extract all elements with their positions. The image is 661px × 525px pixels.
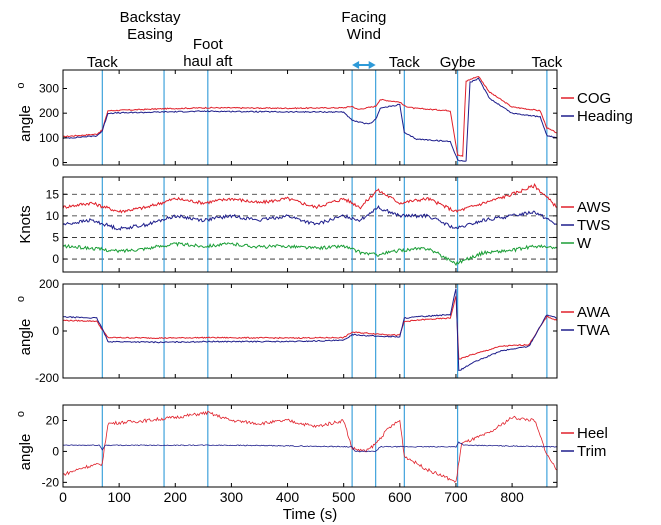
event-label: Wind: [347, 26, 381, 43]
y-axis-label-degree: o: [15, 82, 27, 88]
legend-label: W: [577, 235, 592, 252]
series-trim: [62, 441, 558, 453]
y-tick-label: 0: [52, 252, 59, 266]
arrowhead-left: [352, 61, 360, 69]
event-label: Tack: [87, 54, 118, 71]
y-tick-label: 20: [46, 413, 60, 427]
x-tick-label: 400: [276, 489, 300, 505]
legend-label: AWA: [577, 304, 610, 321]
y-tick-label: 0: [52, 444, 59, 458]
y-tick-label: 100: [39, 131, 59, 145]
x-axis-label: Time (s): [283, 506, 337, 523]
series-twa: [62, 288, 558, 372]
x-tick-label: 200: [164, 489, 188, 505]
y-tick-label: 0: [52, 156, 59, 170]
legend-label: COG: [577, 90, 611, 107]
y-axis-label: angle: [17, 319, 34, 356]
axes-frame: [62, 404, 558, 488]
y-tick-label: 300: [39, 82, 59, 96]
legend-label: TWS: [577, 217, 610, 234]
x-tick-label: 300: [220, 489, 244, 505]
series-cog: [62, 75, 558, 157]
axes-frame: [62, 176, 558, 273]
event-label: haul aft: [183, 53, 233, 70]
legend-label: TWA: [577, 322, 610, 339]
y-axis-label-degree: o: [15, 411, 27, 417]
y-axis-label-degree: o: [15, 296, 27, 302]
legend-label: Heel: [577, 425, 608, 442]
y-tick-label: 10: [46, 209, 60, 223]
x-tick-label: 600: [388, 489, 412, 505]
series-awa: [62, 295, 558, 360]
axes-frame: [62, 69, 558, 166]
arrowhead-right: [368, 61, 376, 69]
series-w: [62, 241, 558, 267]
series-heel: [62, 410, 558, 483]
y-tick-label: 200: [39, 106, 59, 120]
series-aws: [62, 183, 558, 214]
x-tick-label: 800: [500, 489, 524, 505]
event-label: Gybe: [440, 54, 476, 71]
x-tick-label: 700: [444, 489, 468, 505]
series-tws: [62, 204, 558, 231]
y-axis-label: angle: [17, 434, 34, 471]
y-tick-label: -20: [42, 475, 60, 489]
series-heading: [62, 77, 558, 162]
axes-frame: [62, 283, 558, 379]
y-axis-label: angle: [17, 105, 34, 142]
legend-label: AWS: [577, 199, 611, 216]
y-tick-label: 0: [52, 324, 59, 338]
legend-label: Heading: [577, 108, 633, 125]
y-tick-label: 200: [39, 277, 59, 291]
y-axis-label: Knots: [17, 205, 34, 243]
x-tick-label: 500: [332, 489, 356, 505]
x-tick-label: 100: [107, 489, 131, 505]
legend-label: Trim: [577, 443, 606, 460]
event-label: Facing: [341, 9, 386, 26]
event-label: Foot: [193, 36, 224, 53]
y-tick-label: -200: [35, 371, 59, 385]
y-tick-label: 5: [52, 230, 59, 244]
event-label: Tack: [531, 54, 562, 71]
event-label: Backstay: [120, 9, 181, 26]
x-tick-label: 0: [59, 489, 67, 505]
event-label: Tack: [389, 54, 420, 71]
y-tick-label: 15: [46, 187, 60, 201]
event-label: Easing: [127, 26, 173, 43]
